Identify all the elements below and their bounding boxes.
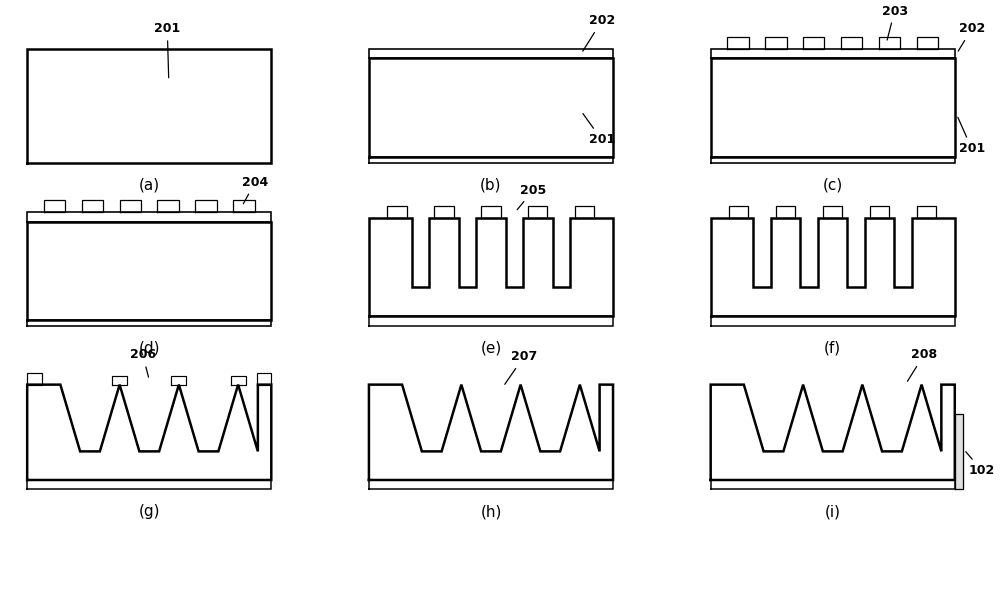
Polygon shape	[711, 384, 955, 480]
Polygon shape	[711, 157, 955, 163]
Polygon shape	[369, 59, 613, 157]
Polygon shape	[27, 480, 271, 490]
Text: (c): (c)	[823, 177, 843, 192]
Polygon shape	[157, 200, 179, 212]
Polygon shape	[955, 414, 963, 490]
Polygon shape	[82, 200, 103, 212]
Polygon shape	[776, 206, 795, 218]
Polygon shape	[729, 206, 748, 218]
Polygon shape	[369, 218, 613, 316]
Text: 206: 206	[130, 349, 156, 377]
Polygon shape	[528, 206, 547, 218]
Polygon shape	[171, 376, 186, 384]
Polygon shape	[823, 206, 842, 218]
Polygon shape	[27, 49, 271, 163]
Polygon shape	[27, 212, 271, 222]
Polygon shape	[434, 206, 454, 218]
Polygon shape	[231, 376, 246, 384]
Text: (e): (e)	[480, 341, 502, 356]
Text: (b): (b)	[480, 177, 502, 192]
Polygon shape	[387, 206, 407, 218]
Text: (h): (h)	[480, 505, 502, 519]
Polygon shape	[711, 316, 955, 326]
Polygon shape	[27, 373, 42, 384]
Polygon shape	[195, 200, 217, 212]
Polygon shape	[369, 157, 613, 163]
Polygon shape	[112, 376, 127, 384]
Polygon shape	[917, 37, 938, 49]
Polygon shape	[841, 37, 862, 49]
Polygon shape	[44, 200, 65, 212]
Polygon shape	[711, 49, 955, 59]
Polygon shape	[27, 222, 271, 320]
Polygon shape	[369, 49, 613, 59]
Text: 205: 205	[517, 184, 547, 209]
Text: (a): (a)	[139, 177, 160, 192]
Text: 203: 203	[882, 4, 908, 40]
Polygon shape	[870, 206, 889, 218]
Polygon shape	[369, 384, 613, 480]
Text: 204: 204	[242, 176, 268, 204]
Polygon shape	[481, 206, 501, 218]
Polygon shape	[879, 37, 900, 49]
Polygon shape	[257, 373, 271, 384]
Polygon shape	[711, 480, 955, 490]
Text: (g): (g)	[138, 505, 160, 519]
Polygon shape	[711, 218, 955, 316]
Polygon shape	[27, 384, 271, 480]
Polygon shape	[917, 206, 936, 218]
Text: 201: 201	[958, 117, 985, 155]
Text: 102: 102	[966, 452, 995, 477]
Polygon shape	[727, 37, 749, 49]
Text: (i): (i)	[825, 505, 841, 519]
Polygon shape	[765, 37, 787, 49]
Text: 202: 202	[958, 22, 985, 51]
Text: (f): (f)	[824, 341, 841, 356]
Polygon shape	[120, 200, 141, 212]
Text: (d): (d)	[138, 341, 160, 356]
Text: 202: 202	[583, 14, 615, 51]
Polygon shape	[369, 480, 613, 490]
Text: 201: 201	[154, 22, 180, 78]
Polygon shape	[575, 206, 594, 218]
Text: 208: 208	[907, 349, 937, 381]
Text: 207: 207	[505, 351, 537, 384]
Polygon shape	[27, 320, 271, 326]
Polygon shape	[711, 59, 955, 157]
Polygon shape	[803, 37, 824, 49]
Polygon shape	[233, 200, 255, 212]
Text: 201: 201	[583, 113, 615, 146]
Polygon shape	[369, 316, 613, 326]
